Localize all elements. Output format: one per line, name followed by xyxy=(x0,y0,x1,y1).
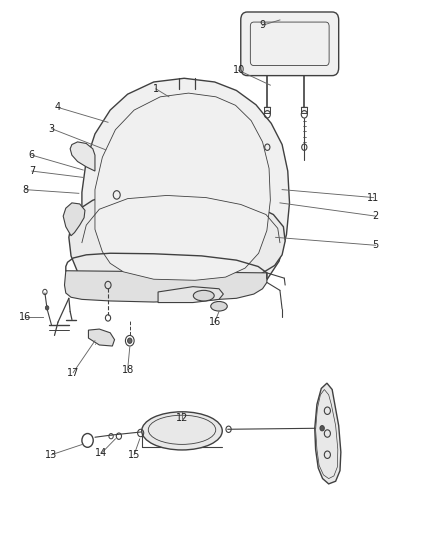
Text: 10: 10 xyxy=(233,66,245,75)
Polygon shape xyxy=(158,287,223,303)
Polygon shape xyxy=(63,203,85,236)
Text: 7: 7 xyxy=(29,166,35,176)
Text: 13: 13 xyxy=(45,450,57,460)
Text: 4: 4 xyxy=(55,102,61,112)
Text: 11: 11 xyxy=(367,192,380,203)
Polygon shape xyxy=(95,93,270,280)
Text: 8: 8 xyxy=(22,184,28,195)
Text: 18: 18 xyxy=(121,365,134,375)
Polygon shape xyxy=(301,108,307,113)
Polygon shape xyxy=(88,329,115,346)
FancyBboxPatch shape xyxy=(251,22,329,66)
Polygon shape xyxy=(82,78,290,297)
Circle shape xyxy=(320,425,324,431)
Circle shape xyxy=(127,338,132,343)
Text: 5: 5 xyxy=(373,240,379,251)
Polygon shape xyxy=(316,390,338,479)
Ellipse shape xyxy=(148,415,216,445)
Polygon shape xyxy=(64,271,267,302)
Ellipse shape xyxy=(193,290,214,301)
Ellipse shape xyxy=(142,412,222,450)
Text: 14: 14 xyxy=(95,448,108,458)
Text: 2: 2 xyxy=(373,211,379,221)
Polygon shape xyxy=(315,383,341,484)
Polygon shape xyxy=(264,108,270,113)
Text: 12: 12 xyxy=(176,413,188,423)
FancyBboxPatch shape xyxy=(241,12,339,76)
Text: 15: 15 xyxy=(128,450,140,460)
Text: 16: 16 xyxy=(19,312,32,322)
Text: 1: 1 xyxy=(153,84,159,94)
Text: 16: 16 xyxy=(208,317,221,327)
Text: 6: 6 xyxy=(29,150,35,160)
Polygon shape xyxy=(70,142,95,171)
Text: 17: 17 xyxy=(67,368,79,377)
Circle shape xyxy=(46,306,49,310)
Text: 3: 3 xyxy=(48,124,54,134)
Text: 9: 9 xyxy=(259,20,265,30)
Ellipse shape xyxy=(211,302,227,311)
Polygon shape xyxy=(69,191,285,282)
